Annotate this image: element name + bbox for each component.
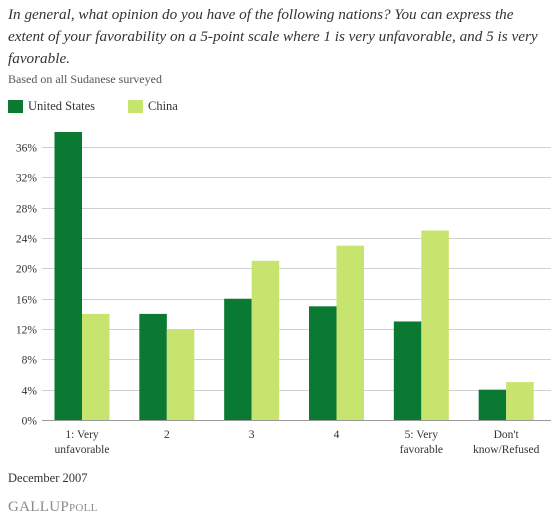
legend-swatch-china xyxy=(128,100,143,113)
bar-china xyxy=(251,260,280,420)
y-tick-label: 32% xyxy=(16,173,38,185)
y-tick-label: 36% xyxy=(16,143,38,155)
chart-title: In general, what opinion do you have of … xyxy=(8,6,538,67)
bar-united-states xyxy=(393,321,422,420)
logo-sub: POLL xyxy=(68,502,98,514)
bar-united-states xyxy=(478,389,507,420)
bar-united-states xyxy=(54,132,82,420)
x-tick-label: 1: Very unfavorable xyxy=(55,429,110,456)
bar-chart: 0% 4% 8% 12% 16% 20% 24% 28% 32% 36% 1: Very unfavo… xyxy=(16,132,551,456)
x-tick-label: 3 xyxy=(249,429,255,441)
x-tick-label: 2 xyxy=(164,429,170,441)
bar-china xyxy=(506,382,534,420)
bar-china xyxy=(166,329,195,420)
legend-label-united-states: United States xyxy=(28,99,96,113)
legend-label-china: China xyxy=(148,99,178,113)
x-tick-label: Don't know/Refused xyxy=(473,429,540,456)
x-tick-label: 4 xyxy=(334,429,340,441)
legend-swatch-united-states xyxy=(8,100,23,113)
logo-main: GALLUP xyxy=(8,499,69,515)
y-tick-label: 24% xyxy=(16,234,38,246)
y-tick-label: 4% xyxy=(22,386,38,398)
y-tick-label: 8% xyxy=(22,355,38,367)
bar-china xyxy=(421,230,449,420)
y-tick-label: 0% xyxy=(22,416,38,428)
y-tick-label: 12% xyxy=(16,325,38,337)
x-tick-label: 5: Very favorable xyxy=(400,429,443,456)
footer-date: December 2007 xyxy=(8,471,88,485)
chart-subtitle: Based on all Sudanese surveyed xyxy=(8,72,162,86)
y-tick-label: 16% xyxy=(16,295,38,307)
y-tick-label: 28% xyxy=(16,204,38,216)
bar-china xyxy=(82,313,110,420)
bar-united-states xyxy=(309,306,337,420)
gallup-poll-logo: GALLUPPOLL xyxy=(8,499,98,516)
bar-united-states xyxy=(224,298,252,420)
bar-united-states xyxy=(139,313,167,420)
bar-china xyxy=(336,245,364,420)
y-tick-label: 20% xyxy=(16,264,38,276)
